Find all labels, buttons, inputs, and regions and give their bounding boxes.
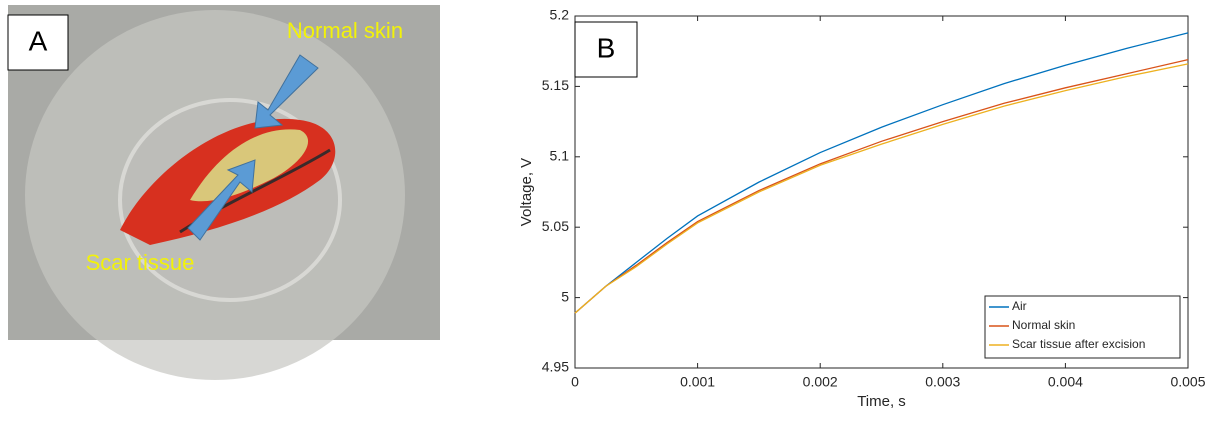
legend-label: Normal skin bbox=[1012, 318, 1075, 332]
series-line bbox=[574, 59, 1189, 314]
y-tick-label: 5.1 bbox=[550, 148, 570, 164]
series-line bbox=[574, 32, 1189, 314]
annotation: Normal skin bbox=[287, 18, 403, 43]
panel-label-box bbox=[7, 14, 69, 71]
arrow-scar bbox=[187, 159, 256, 241]
panel-label: A bbox=[29, 25, 48, 56]
x-tick-label: 0.003 bbox=[925, 374, 960, 390]
legend-box bbox=[984, 295, 1181, 359]
x-tick-label: 0 bbox=[571, 374, 579, 390]
y-axis-label: Voltage, V bbox=[518, 158, 535, 226]
x-tick-label: 0.005 bbox=[1170, 374, 1205, 390]
x-tick-label: 0.002 bbox=[803, 374, 838, 390]
y-tick-label: 4.95 bbox=[542, 359, 569, 375]
photo: A Normal skin Scar tissue bbox=[7, 5, 440, 380]
x-tick-label: 0.004 bbox=[1048, 374, 1083, 390]
panel-label: B bbox=[597, 32, 616, 63]
x-tick-label: 0.001 bbox=[680, 374, 715, 390]
y-tick-label: 5.05 bbox=[542, 218, 569, 234]
legend-label: Scar tissue after excision bbox=[1012, 337, 1145, 351]
arrow-normal bbox=[254, 54, 319, 129]
series-line bbox=[574, 63, 1189, 314]
panel-label-box bbox=[574, 21, 638, 78]
legend-label: Air bbox=[1012, 299, 1027, 313]
y-tick-label: 5 bbox=[561, 288, 569, 304]
x-axis-label: Time, s bbox=[857, 393, 906, 410]
y-tick-label: 5.2 bbox=[550, 7, 570, 23]
annotation: Scar tissue bbox=[86, 250, 195, 275]
y-tick-label: 5.15 bbox=[542, 77, 569, 93]
